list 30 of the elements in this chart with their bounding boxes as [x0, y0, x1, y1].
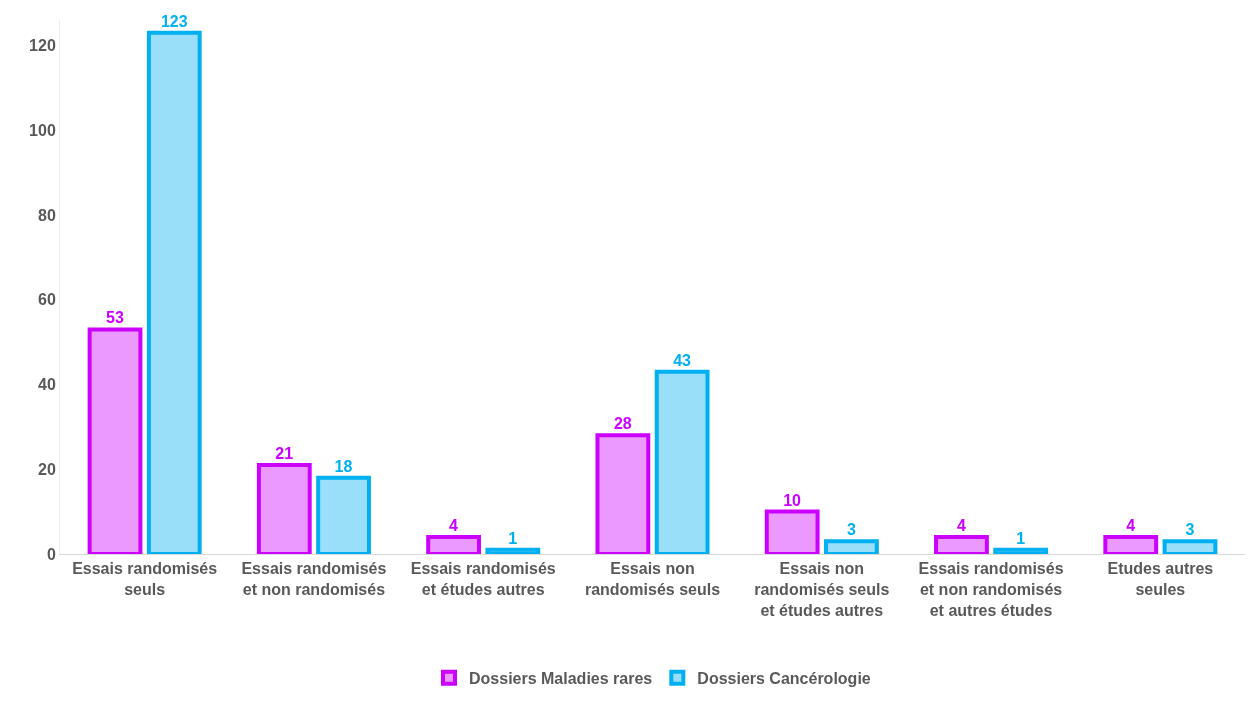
legend-label: Dossiers Cancérologie — [697, 669, 871, 687]
data-label: 10 — [783, 491, 802, 509]
data-label: 53 — [106, 309, 124, 327]
data-label: 28 — [613, 415, 632, 433]
y-tick-label: 40 — [38, 376, 56, 394]
y-tick-label: 0 — [46, 545, 56, 563]
x-tick-label: Essais randomisés et études autres — [410, 560, 556, 598]
data-label: 4 — [1126, 517, 1136, 535]
x-tick-label: Essais non randomisés seuls et études autres — [754, 560, 890, 619]
data-label: 4 — [956, 517, 966, 535]
x-tick-label: Essais non randomisés seuls — [584, 560, 721, 598]
x-tick-label: Essais randomisés et non randomisés et autres études — [918, 560, 1064, 619]
data-label: 3 — [846, 521, 856, 539]
data-label: 123 — [160, 12, 188, 30]
x-tick-label: Essais randomisés et non randomisés — [241, 560, 387, 598]
data-label: 21 — [275, 445, 294, 462]
data-label: 18 — [334, 457, 353, 475]
x-tick-label: Etudes autres seules — [1107, 560, 1214, 598]
data-label: 1 — [508, 529, 518, 547]
y-tick-label: 80 — [38, 206, 56, 224]
data-label: 1 — [1016, 529, 1026, 547]
data-label: 43 — [673, 351, 692, 369]
y-tick-label: 120 — [29, 37, 56, 55]
data-label: 3 — [1185, 521, 1195, 539]
data-label: 4 — [449, 517, 459, 535]
legend-label: Dossiers Maladies rares — [469, 669, 653, 687]
x-tick-label: Essais randomisés seuls — [72, 560, 218, 598]
y-tick-label: 60 — [38, 291, 56, 309]
y-tick-label: 100 — [29, 121, 56, 139]
y-tick-label: 20 — [38, 460, 56, 478]
